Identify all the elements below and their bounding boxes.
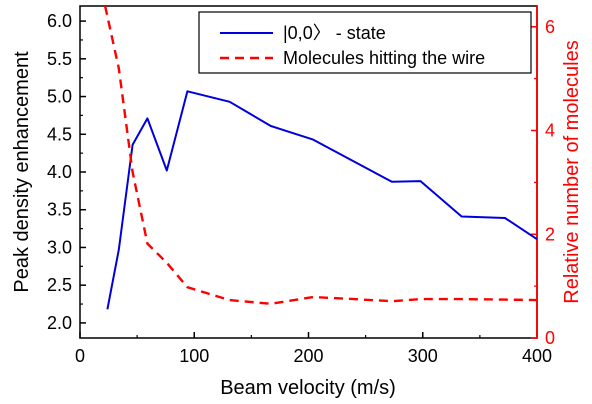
legend-label-state: |0,0〉 - state — [283, 23, 386, 43]
y-left-tick-label-8: 6.0 — [47, 11, 72, 31]
y-left-tick-label-1: 2.5 — [47, 275, 72, 295]
y-left-tick-label-0: 2.0 — [47, 313, 72, 333]
y-left-tick-label-4: 4.0 — [47, 162, 72, 182]
legend: |0,0〉 - state Molecules hitting the wire — [198, 11, 532, 74]
y-left-tick-label-3: 3.5 — [47, 200, 72, 220]
y-left-tick-label-6: 5.0 — [47, 87, 72, 107]
y-right-tick-label-0: 0 — [545, 328, 555, 348]
y-axis-title-left: Peak density enhancement — [11, 51, 33, 293]
series-line-state — [106, 90, 537, 310]
x-axis-title: Beam velocity (m/s) — [220, 377, 396, 399]
x-tick-label-2: 200 — [293, 346, 323, 366]
ticks-layer: 0 100 200 300 400 2.0 2.5 3.0 3.5 4.0 4.5 5.0 5.5 6.0… — [47, 6, 555, 366]
series-layer — [103, 6, 537, 310]
y-left-tick-label-2: 3.0 — [47, 237, 72, 257]
x-tick-label-4: 400 — [522, 346, 552, 366]
y-right-tick-label-2: 4 — [545, 121, 555, 141]
x-tick-label-3: 300 — [408, 346, 438, 366]
legend-label-molecules: Molecules hitting the wire — [283, 48, 485, 68]
y-left-tick-label-7: 5.5 — [47, 49, 72, 69]
y-right-tick-label-1: 2 — [545, 224, 555, 244]
y-left-tick-label-5: 4.5 — [47, 124, 72, 144]
x-tick-label-0: 0 — [75, 346, 85, 366]
y-right-tick-label-3: 6 — [545, 17, 555, 37]
y-axis-title-right: Relative number of molecules — [561, 40, 583, 303]
x-tick-label-1: 100 — [179, 346, 209, 366]
legend-box — [198, 11, 532, 74]
